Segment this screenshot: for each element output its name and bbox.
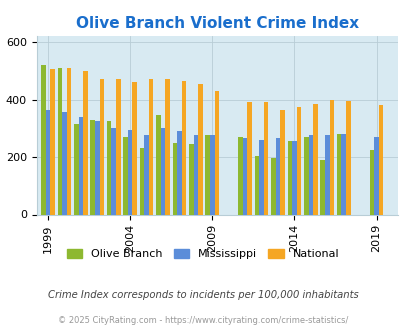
Bar: [111, 128, 116, 214]
Bar: [83, 71, 87, 214]
Text: Crime Index corresponds to incidents per 100,000 inhabitants: Crime Index corresponds to incidents per…: [47, 290, 358, 300]
Bar: [242, 138, 247, 214]
Bar: [271, 158, 275, 215]
Bar: [209, 135, 214, 214]
Bar: [214, 91, 219, 214]
Bar: [247, 102, 252, 214]
Legend: Olive Branch, Mississippi, National: Olive Branch, Mississippi, National: [62, 244, 343, 263]
Bar: [41, 65, 46, 214]
Bar: [74, 124, 79, 214]
Bar: [128, 130, 132, 214]
Bar: [188, 144, 193, 214]
Bar: [238, 137, 242, 214]
Bar: [95, 121, 99, 214]
Bar: [336, 134, 341, 214]
Bar: [139, 148, 144, 214]
Bar: [99, 80, 104, 214]
Bar: [90, 120, 95, 214]
Bar: [308, 135, 312, 214]
Bar: [132, 82, 137, 214]
Bar: [160, 128, 165, 214]
Bar: [287, 141, 291, 214]
Bar: [275, 138, 279, 214]
Bar: [123, 137, 128, 214]
Bar: [254, 155, 259, 214]
Bar: [291, 141, 296, 214]
Text: © 2025 CityRating.com - https://www.cityrating.com/crime-statistics/: © 2025 CityRating.com - https://www.city…: [58, 315, 347, 325]
Bar: [320, 160, 324, 214]
Bar: [156, 115, 160, 214]
Bar: [296, 107, 301, 214]
Bar: [198, 84, 202, 214]
Bar: [62, 113, 66, 214]
Bar: [329, 100, 333, 214]
Bar: [172, 143, 177, 214]
Bar: [58, 68, 62, 214]
Bar: [259, 140, 263, 214]
Bar: [149, 80, 153, 214]
Bar: [66, 68, 71, 214]
Bar: [165, 80, 169, 214]
Bar: [312, 104, 317, 214]
Bar: [79, 117, 83, 214]
Bar: [144, 135, 149, 214]
Bar: [303, 137, 308, 214]
Bar: [345, 101, 350, 214]
Bar: [263, 102, 268, 214]
Bar: [378, 105, 382, 214]
Bar: [373, 137, 378, 214]
Bar: [193, 135, 198, 214]
Bar: [279, 110, 284, 214]
Bar: [205, 135, 209, 214]
Bar: [50, 69, 55, 214]
Bar: [324, 135, 329, 214]
Bar: [177, 131, 181, 214]
Bar: [369, 150, 373, 214]
Bar: [107, 121, 111, 214]
Bar: [181, 81, 186, 214]
Bar: [116, 80, 120, 214]
Bar: [46, 110, 50, 214]
Bar: [341, 134, 345, 214]
Title: Olive Branch Violent Crime Index: Olive Branch Violent Crime Index: [75, 16, 358, 31]
